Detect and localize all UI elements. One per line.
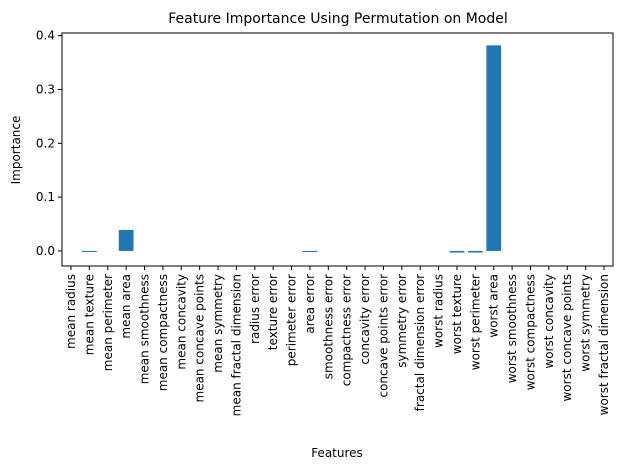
x-tick-label: worst texture — [450, 274, 464, 354]
x-tick-label: fractal dimension error — [413, 274, 427, 411]
bar-area-error — [302, 250, 318, 253]
plot-frame — [61, 32, 614, 267]
y-axis-ticks: 0.0 0.1 0.2 0.3 0.4 — [36, 29, 62, 258]
bar-worst-area — [486, 45, 502, 251]
x-tick-label: worst compactness — [523, 274, 537, 390]
y-tick-label: 0.4 — [36, 29, 55, 43]
x-axis-ticks: mean radius mean texture mean perimeter mea… — [64, 266, 611, 416]
x-tick-label: mean compactness — [156, 274, 170, 391]
x-tick-label: symmetry error — [395, 274, 409, 368]
x-tick-label: mean radius — [64, 274, 78, 349]
x-tick-label: concave points error — [376, 274, 390, 398]
x-tick-label: worst radius — [432, 274, 446, 348]
y-tick-label: 0.2 — [36, 136, 55, 150]
x-tick-label: worst perimeter — [468, 274, 482, 370]
x-tick-label: concavity error — [358, 274, 372, 365]
x-tick-label: mean perimeter — [101, 274, 115, 371]
x-tick-label: smoothness error — [321, 274, 335, 379]
x-tick-label: mean concave points — [193, 274, 207, 403]
x-tick-label: radius error — [248, 274, 262, 344]
x-tick-label: worst smoothness — [505, 274, 519, 383]
bar-mean-area — [118, 229, 134, 251]
x-tick-label: mean symmetry — [211, 274, 225, 373]
bar-mean-texture — [82, 250, 97, 253]
x-tick-label: perimeter error — [285, 274, 299, 366]
x-tick-label: worst concavity — [542, 274, 556, 369]
x-tick-label: area error — [303, 274, 317, 334]
x-tick-label: worst concave points — [560, 274, 574, 402]
bar-worst-perimeter — [467, 250, 483, 253]
x-axis-label: Features — [311, 446, 363, 460]
x-tick-label: mean texture — [82, 274, 96, 355]
x-tick-label: worst area — [487, 274, 501, 338]
x-tick-label: mean fractal dimension — [229, 274, 243, 416]
bars-group — [82, 45, 502, 253]
x-tick-label: texture error — [266, 274, 280, 350]
bar-worst-texture — [449, 250, 465, 253]
chart-title: Feature Importance Using Permutation on … — [168, 11, 508, 27]
x-tick-label: compactness error — [340, 274, 354, 386]
x-tick-label: mean concavity — [174, 274, 188, 370]
x-tick-label: worst fractal dimension — [597, 274, 611, 415]
y-tick-label: 0.3 — [36, 83, 55, 97]
y-tick-label: 0.0 — [36, 244, 55, 258]
x-tick-label: mean area — [119, 274, 133, 339]
x-tick-label: mean smoothness — [138, 274, 152, 384]
y-tick-label: 0.1 — [36, 190, 55, 204]
x-tick-label: worst symmetry — [579, 274, 593, 372]
y-axis-label: Importance — [9, 116, 23, 185]
